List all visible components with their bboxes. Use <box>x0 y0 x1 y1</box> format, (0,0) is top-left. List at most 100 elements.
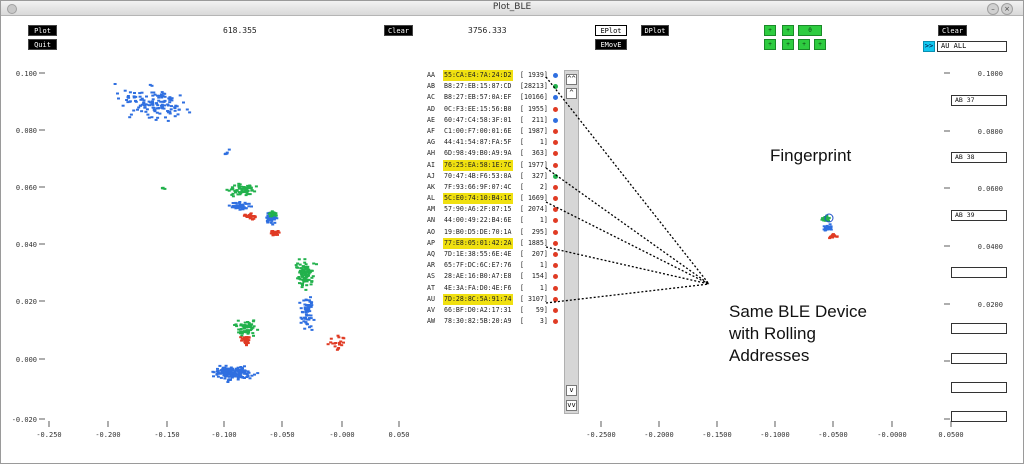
device-row[interactable]: AK 7F:93:66:9F:07:4C [ 2] <box>427 182 563 193</box>
device-count: [ 2074] <box>520 205 548 214</box>
scatter-point-blue <box>246 375 250 378</box>
device-row[interactable]: AI 76:25:EA:58:1E:7C [ 1977] <box>427 159 563 171</box>
device-row[interactable]: AV 66:BF:D0:A2:17:31 [ 59] <box>427 305 563 316</box>
scatter-point-green <box>249 324 253 327</box>
device-address: 6D:98:49:B0:A9:9A <box>444 149 512 158</box>
scatter-point-green <box>234 323 238 326</box>
minimize-icon[interactable]: – <box>987 3 999 15</box>
window-title: Plot_BLE <box>492 2 532 12</box>
scatter-point-blue <box>150 116 154 119</box>
right-label-box[interactable] <box>951 353 1007 364</box>
device-count: [ 1] <box>520 138 548 147</box>
device-row[interactable]: AR 65:7F:DC:6C:E7:76 [ 1] <box>427 260 563 271</box>
scatter-point-red <box>245 344 248 347</box>
scatter-point-red <box>240 339 244 342</box>
device-row[interactable]: AO 19:B0:D5:DE:70:1A [ 295] <box>427 227 563 238</box>
filter-arrow-button[interactable]: >> <box>923 41 935 52</box>
scatter-point-blue <box>139 98 143 101</box>
right-label-box[interactable]: AB 37 <box>951 95 1007 106</box>
scatter-point-blue <box>275 217 279 220</box>
device-row[interactable]: AB B8:27:EB:15:87:CD [28213] <box>427 81 563 92</box>
scatter-point-blue <box>138 92 142 95</box>
device-row[interactable]: AF C1:00:F7:00:01:6E [ 1987] <box>427 126 563 137</box>
nav-down-button[interactable]: + <box>782 39 794 50</box>
device-row[interactable]: AJ 70:47:4B:F6:53:0A [ 327] <box>427 171 563 182</box>
scatter-point-blue <box>269 219 273 221</box>
right-label-box[interactable]: AB 39 <box>951 210 1007 221</box>
device-row[interactable]: AS 28:AE:16:B0:A7:E8 [ 154] <box>427 271 563 282</box>
device-row[interactable]: AD 0C:F3:EE:15:56:B0 [ 1955] <box>427 104 563 115</box>
scroll-up-button[interactable]: ^ <box>566 88 577 99</box>
left-scatter-plot[interactable]: 0.100 0.080 0.060 0.040 0.020 0.000 -0.020 -0.… <box>1 57 425 445</box>
device-row[interactable]: AU 7D:28:8C:5A:91:74 [ 3107] <box>427 293 563 305</box>
device-row[interactable]: AE 60:47:C4:58:3F:01 [ 211] <box>427 115 563 126</box>
scroll-page-down-button[interactable]: vv <box>566 400 577 411</box>
scatter-point-blue <box>163 104 166 107</box>
device-row[interactable]: AH 6D:98:49:B0:A9:9A [ 363] <box>427 148 563 159</box>
scatter-point-blue <box>243 377 246 379</box>
device-code: AO <box>427 227 435 236</box>
left-y-tick-label: 0.000 <box>16 356 37 364</box>
scatter-point-blue <box>152 106 156 109</box>
scatter-point-blue <box>241 203 245 206</box>
emove-button[interactable]: EMovE <box>595 39 627 50</box>
nav-down-right-button[interactable]: + <box>798 39 810 50</box>
device-row[interactable]: AN 44:00:49:22:B4:6E [ 1] <box>427 215 563 226</box>
device-count: [ 1885] <box>520 238 548 247</box>
dplot-button[interactable]: DPlot <box>641 25 669 36</box>
scatter-point-green <box>304 276 308 279</box>
device-row[interactable]: AP 77:E8:05:01:42:2A [ 1885] <box>427 237 563 249</box>
window-menu-icon[interactable] <box>7 4 17 14</box>
scatter-point-blue <box>170 99 174 102</box>
device-color-dot <box>553 128 558 134</box>
right-x-tick-label: -0.2000 <box>644 431 674 439</box>
scatter-point-green <box>270 214 274 217</box>
clear-button[interactable]: Clear <box>384 25 413 36</box>
scatter-point-green <box>242 186 246 189</box>
device-row[interactable]: AA 55:CA:E4:7A:24:D2 [ 1939] <box>427 70 563 81</box>
device-filter-field[interactable]: AU ALL <box>937 41 1007 52</box>
scatter-point-blue <box>155 102 159 105</box>
plot-button[interactable]: Plot <box>28 25 57 36</box>
eplot-button[interactable]: EPlot <box>595 25 627 36</box>
left-y-tick-label: -0.020 <box>12 416 37 424</box>
device-row[interactable]: AC B8:27:EB:57:0A:EF [10166] <box>427 92 563 103</box>
right-label-box[interactable] <box>951 323 1007 334</box>
right-label-box[interactable] <box>951 411 1007 422</box>
fingerprint-marker <box>824 213 834 223</box>
scatter-point-green <box>301 265 305 268</box>
scroll-page-up-button[interactable]: ^^ <box>566 74 577 85</box>
close-icon[interactable]: × <box>1001 3 1013 15</box>
device-code: AP <box>427 238 435 247</box>
device-row[interactable]: AL 5C:E0:74:10:B4:1C [ 1669] <box>427 193 563 205</box>
right-label-box[interactable] <box>951 382 1007 393</box>
quit-button[interactable]: Quit <box>28 39 57 50</box>
device-row[interactable]: AT 4E:3A:FA:D0:4E:F6 [ 1] <box>427 283 563 294</box>
scatter-point-green <box>251 320 255 323</box>
nav-center-button[interactable]: 0 <box>798 25 822 36</box>
right-label-box[interactable]: AB 38 <box>951 152 1007 163</box>
scatter-point-blue <box>129 113 133 116</box>
scatter-point-blue <box>159 93 163 96</box>
scroll-down-button[interactable]: v <box>566 385 577 396</box>
scatter-point-blue <box>162 107 166 110</box>
scatter-point-blue <box>157 107 161 109</box>
device-list-scrollbar[interactable]: ^^ ^ v vv <box>564 70 579 414</box>
scatter-point-blue <box>306 308 310 311</box>
scatter-point-blue <box>250 374 254 377</box>
scatter-point-blue <box>169 97 173 100</box>
nav-up-left-button[interactable]: + <box>764 25 776 36</box>
nav-up-button[interactable]: + <box>782 25 794 36</box>
scatter-point-blue <box>151 94 155 97</box>
nav-down-left-button[interactable]: + <box>764 39 776 50</box>
nav-right-button[interactable]: + <box>814 39 826 50</box>
device-row[interactable]: AG 44:41:54:87:FA:5F [ 1] <box>427 137 563 148</box>
device-row[interactable]: AM 57:90:A6:2F:87:15 [ 2074] <box>427 204 563 215</box>
clear-right-button[interactable]: Clear <box>938 25 967 36</box>
device-color-dot <box>553 173 558 179</box>
scatter-point-blue <box>234 374 238 377</box>
device-row[interactable]: AW 78:30:82:5B:20:A9 [ 3] <box>427 316 563 327</box>
device-list[interactable]: AA 55:CA:E4:7A:24:D2 [ 1939] AB B8:27:EB:15:… <box>427 70 563 327</box>
right-label-box[interactable] <box>951 267 1007 278</box>
device-row[interactable]: AQ 7D:1E:38:55:6E:4E [ 207] <box>427 249 563 260</box>
